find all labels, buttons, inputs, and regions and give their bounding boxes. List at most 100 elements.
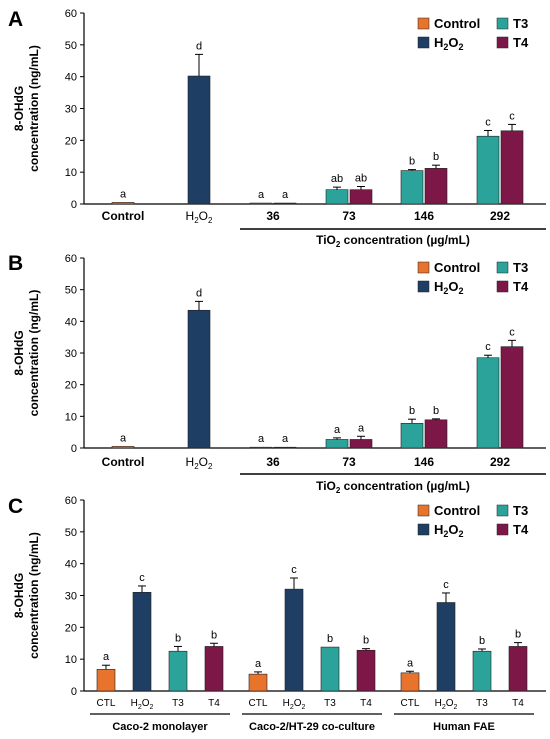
legend-swatch	[496, 280, 509, 293]
legend-swatch	[496, 261, 509, 274]
legend-swatch	[417, 280, 430, 293]
legend-label: H2O2	[434, 279, 464, 296]
x-axis-label: TiO2 concentration (µg/mL)	[316, 479, 470, 495]
bar	[472, 650, 492, 692]
y-tick-label: 20	[65, 622, 77, 634]
y-axis-label: 8-OHdGconcentration (ng/mL)	[12, 532, 41, 659]
x-tick-label: 73	[342, 455, 356, 469]
x-tick-label: CTL	[401, 698, 420, 709]
y-tick-label: 20	[65, 380, 77, 392]
bar	[349, 439, 373, 449]
y-tick-label: 50	[65, 40, 77, 52]
x-tick-label: T3	[476, 698, 488, 709]
y-tick-label: 10	[65, 411, 77, 423]
x-tick-label: H2O2	[283, 698, 306, 711]
legend-label: T3	[513, 260, 528, 275]
panel-letter: C	[8, 495, 23, 518]
significance-letter: d	[196, 287, 202, 299]
legend-label: Control	[434, 260, 480, 275]
significance-letter: ab	[355, 172, 367, 184]
significance-letter: a	[255, 658, 262, 670]
y-tick-label: 30	[65, 591, 77, 603]
significance-letter: a	[282, 433, 289, 445]
bar	[111, 202, 135, 205]
significance-letter: a	[103, 651, 110, 663]
bar	[400, 170, 424, 205]
y-tick-label: 40	[65, 316, 77, 328]
significance-letter: a	[358, 422, 365, 434]
panel-letter: B	[8, 252, 23, 275]
x-tick-label: T3	[172, 698, 184, 709]
significance-letter: b	[363, 635, 369, 647]
group-label: Human FAE	[433, 721, 495, 733]
x-axis-label: TiO2 concentration (µg/mL)	[316, 233, 470, 249]
significance-letter: b	[175, 632, 181, 644]
y-tick-label: 10	[65, 654, 77, 666]
significance-letter: a	[334, 424, 341, 436]
panel-letter: A	[8, 8, 23, 31]
significance-letter: b	[515, 629, 521, 641]
y-tick-label: 40	[65, 72, 77, 84]
legend-label: T4	[513, 35, 529, 50]
y-axis-label: 8-OHdGconcentration (ng/mL)	[12, 290, 41, 417]
legend-label: T3	[513, 16, 528, 31]
bar	[356, 649, 376, 692]
bar	[508, 646, 528, 692]
bar	[187, 75, 211, 205]
legend-swatch	[417, 17, 430, 30]
significance-letter: ab	[331, 173, 343, 185]
significance-letter: c	[139, 572, 145, 584]
bar	[132, 592, 152, 692]
bar	[273, 202, 297, 205]
y-tick-label: 0	[71, 443, 77, 455]
bar	[424, 168, 448, 205]
significance-letter: a	[282, 189, 289, 201]
x-tick-label: 292	[490, 209, 510, 223]
legend-swatch	[496, 504, 509, 517]
y-tick-label: 0	[71, 199, 77, 211]
legend-swatch	[417, 523, 430, 536]
legend-swatch	[417, 36, 430, 49]
bar	[500, 130, 524, 205]
significance-letter: c	[443, 579, 449, 591]
legend-swatch	[417, 261, 430, 274]
legend-swatch	[417, 504, 430, 517]
x-tick-label: 73	[342, 209, 356, 223]
bar	[500, 346, 524, 449]
x-tick-label: Control	[102, 455, 145, 469]
y-tick-label: 50	[65, 527, 77, 539]
bar	[476, 135, 500, 205]
legend-label: Control	[434, 16, 480, 31]
x-tick-label: 292	[490, 455, 510, 469]
bar	[249, 446, 273, 449]
x-tick-label: H2O2	[186, 455, 213, 471]
bar	[424, 419, 448, 449]
y-tick-label: 30	[65, 348, 77, 360]
bar	[187, 309, 211, 449]
x-tick-label: H2O2	[435, 698, 458, 711]
bar	[273, 446, 297, 449]
y-tick-label: 50	[65, 285, 77, 297]
bar	[349, 189, 373, 205]
significance-letter: d	[196, 40, 202, 52]
bar	[400, 422, 424, 449]
bar	[111, 446, 135, 449]
bar	[204, 646, 224, 692]
significance-letter: c	[485, 341, 491, 353]
bar	[325, 439, 349, 449]
x-tick-label: T4	[360, 698, 372, 709]
bar	[476, 357, 500, 449]
legend: Control T3 H2O2 T4	[417, 16, 529, 52]
panel-c: C 8-OHdGconcentration (ng/mL) 0 10 20 30 40 50 6…	[8, 495, 546, 733]
significance-letter: b	[327, 633, 333, 645]
y-tick-label: 40	[65, 559, 77, 571]
significance-letter: b	[409, 405, 415, 417]
significance-letter: c	[509, 326, 515, 338]
x-tick-label: T4	[512, 698, 524, 709]
bar	[249, 202, 273, 205]
y-tick-label: 20	[65, 135, 77, 147]
x-tick-label: 36	[266, 209, 280, 223]
legend-label: T4	[513, 279, 529, 294]
bar	[436, 602, 456, 692]
x-tick-label: T3	[324, 698, 336, 709]
